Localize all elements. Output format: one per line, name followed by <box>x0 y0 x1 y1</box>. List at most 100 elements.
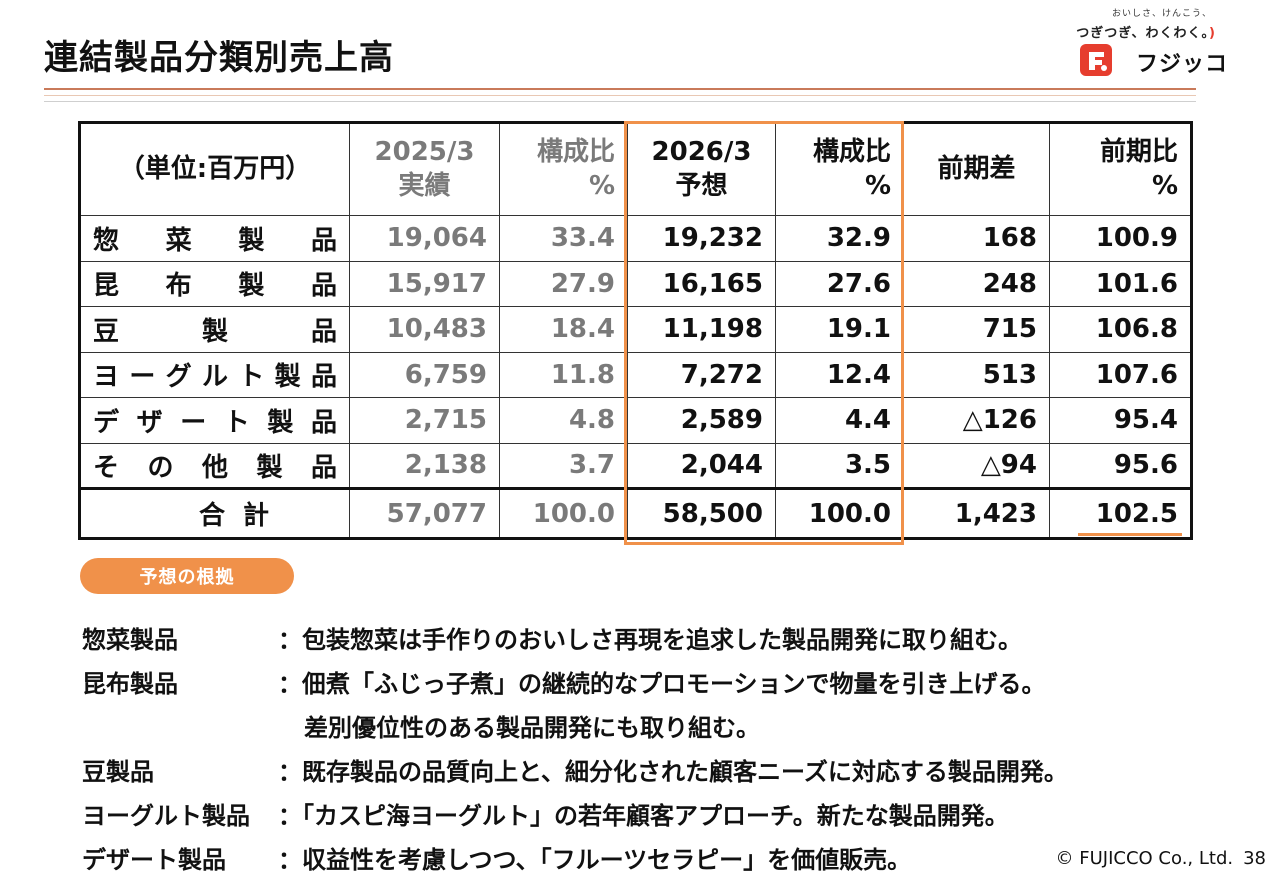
total-label: 合計 <box>79 487 350 539</box>
prev-actual-header: 2025/3 実績 <box>349 122 500 216</box>
yoy: 101.6 <box>1049 260 1192 307</box>
forecast-ratio-header: 構成比% <box>775 122 904 216</box>
table-row: その他製品 2,138 3.7 2,044 3.5 △94 95.6 <box>79 442 1192 489</box>
row-label: 昆布製品 <box>79 260 350 307</box>
basis-item-name: 昆布製品 <box>82 670 178 698</box>
diff: △126 <box>903 397 1050 444</box>
forecast-basis-badge: 予想の根拠 <box>80 558 294 594</box>
basis-item-text: ：収益性を考慮しつつ、「フルーツセラピー」を価値販売。 <box>278 846 912 874</box>
basis-item-name: 豆製品 <box>82 758 154 786</box>
label-char: 品 <box>310 362 337 393</box>
label-char: 計 <box>242 501 269 531</box>
logo-tagline: つぎつぎ、わくわく。) <box>1076 26 1216 41</box>
sales-table: （単位:百万円） 2025/3 実績 構成比% 2026/3 予想 構成比% 前期差… <box>78 121 1193 540</box>
total-forecast: 58,500 <box>627 487 776 539</box>
label-char: 昆 <box>93 271 120 302</box>
yoy-header: 前期比% <box>1049 122 1192 216</box>
yoy: 95.4 <box>1049 397 1192 444</box>
label-char: そ <box>93 452 120 483</box>
label-char: ヨ <box>93 362 120 393</box>
yoy-total-underline <box>1078 533 1182 536</box>
row-label: デザート製品 <box>79 397 350 444</box>
prev-ratio: 11.8 <box>499 351 628 398</box>
prev-actual: 19,064 <box>349 215 500 262</box>
label-char: ー <box>129 362 156 393</box>
label-char: 品 <box>310 316 337 347</box>
copyright: © FUJICCO Co., Ltd. <box>1055 848 1234 869</box>
table-header-row: （単位:百万円） 2025/3 実績 構成比% 2026/3 予想 構成比% 前期差… <box>79 122 1192 216</box>
basis-item-text: 差別優位性のある製品開発にも取り組む。 <box>304 714 760 742</box>
label-char: の <box>147 452 174 483</box>
row-label: 豆製品 <box>79 306 350 353</box>
diff-header: 前期差 <box>903 122 1050 216</box>
forecast-ratio: 32.9 <box>775 215 904 262</box>
unit-header: （単位:百万円） <box>79 122 350 216</box>
label-char: グ <box>165 362 192 393</box>
row-label: 惣菜製品 <box>79 215 350 262</box>
label-char: ザ <box>136 407 163 438</box>
prev-ratio: 3.7 <box>499 442 628 489</box>
label-char: 品 <box>310 225 337 256</box>
basis-item-text: ：既存製品の品質向上と、細分化された顧客ニーズに対応する製品開発。 <box>278 758 1068 786</box>
forecast-ratio: 19.1 <box>775 306 904 353</box>
label-char: ー <box>180 407 207 438</box>
prev-actual: 10,483 <box>349 306 500 353</box>
label-char: デ <box>93 407 120 438</box>
company-logo: おいしさ、けんこう、 つぎつぎ、わくわく。) フジッコ <box>1028 6 1228 77</box>
diff: 513 <box>903 351 1050 398</box>
forecast-header: 2026/3 予想 <box>627 122 776 216</box>
logo-tagline-small: おいしさ、けんこう、 <box>1111 9 1212 19</box>
footer: © FUJICCO Co., Ltd. 38 <box>1046 848 1266 869</box>
label-char: 豆 <box>93 316 120 347</box>
prev-actual: 6,759 <box>349 351 500 398</box>
prev-actual: 2,715 <box>349 397 500 444</box>
basis-item: 差別優位性のある製品開発にも取り組む。 <box>82 702 1262 746</box>
label-char: 品 <box>310 452 337 483</box>
forecast-ratio: 27.6 <box>775 260 904 307</box>
forecast: 19,232 <box>627 215 776 262</box>
title-rule-accent <box>44 95 1196 96</box>
forecast: 11,198 <box>627 306 776 353</box>
basis-item: 豆製品 ：既存製品の品質向上と、細分化された顧客ニーズに対応する製品開発。 <box>82 746 1262 790</box>
basis-item-name: ヨーグルト製品 <box>82 802 250 830</box>
prev-ratio: 27.9 <box>499 260 628 307</box>
forecast: 2,044 <box>627 442 776 489</box>
table-row: ヨーグルト製品 6,759 11.8 7,272 12.4 513 107.6 <box>79 351 1192 398</box>
total-yoy: 102.5 <box>1049 487 1192 539</box>
label-char: ト <box>223 407 250 438</box>
row-label: ヨーグルト製品 <box>79 351 350 398</box>
label-char: 製 <box>238 225 265 256</box>
label-char: 製 <box>256 452 283 483</box>
forecast-basis-list: 惣菜製品 ：包装惣菜は手作りのおいしさ再現を追求した製品開発に取り組む。昆布製品 ：… <box>82 614 1262 878</box>
prev-ratio: 18.4 <box>499 306 628 353</box>
yoy: 107.6 <box>1049 351 1192 398</box>
basis-item-name: デザート製品 <box>82 846 226 874</box>
label-char: 他 <box>201 452 228 483</box>
basis-item-text: ：佃煮「ふじっ子煮」の継続的なプロモーションで物量を引き上げる。 <box>278 670 1046 698</box>
page-title: 連結製品分類別売上高 <box>44 38 394 78</box>
label-char: 品 <box>310 271 337 302</box>
table-row: 惣 菜 製 品 19,064 33.4 19,232 32.9 168 100.9 <box>79 215 1192 262</box>
basis-item: 惣菜製品 ：包装惣菜は手作りのおいしさ再現を追求した製品開発に取り組む。 <box>82 614 1262 658</box>
label-char: ト <box>238 362 265 393</box>
forecast: 16,165 <box>627 260 776 307</box>
total-diff: 1,423 <box>903 487 1050 539</box>
label-char: 合 <box>199 501 226 531</box>
fujicco-mark-icon <box>1080 44 1112 76</box>
table-row: 昆 布 製 品 15,917 27.9 16,165 27.6 248 101.6 <box>79 260 1192 307</box>
table-row: 豆 製 品 10,483 18.4 11,198 19.1 715 106.8 <box>79 306 1192 353</box>
yoy: 95.6 <box>1049 442 1192 489</box>
label-char: ル <box>201 362 228 393</box>
forecast-ratio: 4.4 <box>775 397 904 444</box>
total-prev: 57,077 <box>349 487 500 539</box>
prev-actual: 2,138 <box>349 442 500 489</box>
basis-item-text: ：「カスピ海ヨーグルト」の若年顧客アプローチ。新たな製品開発。 <box>278 802 1009 830</box>
label-char: 菜 <box>165 225 192 256</box>
label-char: 布 <box>165 271 192 302</box>
basis-item-name: 惣菜製品 <box>82 626 178 654</box>
label-char: 製 <box>274 362 301 393</box>
prev-ratio-header: 構成比% <box>499 122 628 216</box>
smile-mark: ) <box>1209 26 1216 41</box>
basis-item: デザート製品 ：収益性を考慮しつつ、「フルーツセラピー」を価値販売。 <box>82 834 1262 878</box>
label-char: 品 <box>310 407 337 438</box>
